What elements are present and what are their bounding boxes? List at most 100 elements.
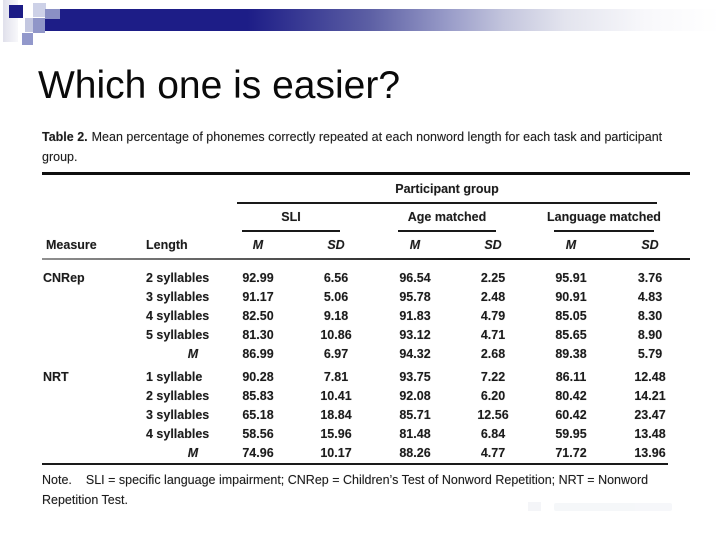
value-cell: 94.32 — [399, 346, 431, 361]
value-cell: 6.56 — [323, 270, 349, 285]
measure-cell: NRT — [43, 369, 69, 384]
value-cell: 6.20 — [480, 388, 506, 403]
value-cell: 2.25 — [480, 270, 506, 285]
watermark-mark — [528, 502, 541, 511]
value-cell: 60.42 — [555, 407, 587, 422]
table-row: 2 syllables 85.83 10.41 92.08 6.20 80.42 14.21 — [42, 386, 690, 405]
deco-square-medium — [33, 18, 45, 33]
table-row: 4 syllables 58.56 15.96 81.48 6.84 59.95 13.48 — [42, 424, 690, 443]
value-cell: 88.26 — [399, 445, 431, 460]
table-note-text: SLI = specific language impairment; CNRe… — [42, 473, 649, 507]
value-cell: 2.68 — [480, 346, 506, 361]
header-bottom-rule — [42, 258, 690, 260]
deco-square-light — [33, 3, 46, 17]
column-header-sd: SD — [327, 238, 345, 252]
column-group-label: Language matched — [547, 210, 661, 224]
watermark — [528, 500, 678, 512]
value-cell: 18.84 — [320, 407, 352, 422]
value-cell: 4.71 — [480, 327, 506, 342]
value-cell: 7.81 — [323, 369, 349, 384]
value-cell: 95.91 — [555, 270, 587, 285]
value-cell: 6.84 — [480, 426, 506, 441]
value-cell: 93.12 — [399, 327, 431, 342]
table-row: CNRep 2 syllables 92.99 6.56 96.54 2.25 95.91 3… — [42, 268, 690, 287]
table-note: Note. SLI = specific language impairment;… — [42, 470, 660, 510]
value-cell: 85.71 — [399, 407, 431, 422]
column-header-row: Measure Length M SD M SD M SD — [42, 238, 690, 252]
table-scan: Table 2. Mean percentage of phonemes corr… — [36, 122, 702, 522]
participant-group-header: Participant group — [395, 182, 499, 196]
column-group-underline — [398, 230, 496, 232]
column-group-spacer — [42, 210, 220, 232]
table-row: 3 syllables 65.18 18.84 85.71 12.56 60.42 23.4… — [42, 405, 690, 424]
length-cell: 2 syllables — [146, 388, 210, 403]
value-cell: 71.72 — [555, 445, 587, 460]
table-row: 3 syllables 91.17 5.06 95.78 2.48 90.91 4.83 — [42, 287, 690, 306]
value-cell: 65.18 — [242, 407, 274, 422]
length-cell: M — [187, 346, 199, 361]
deco-square-lightblue — [25, 18, 33, 32]
value-cell: 5.79 — [637, 346, 663, 361]
deco-square-periwinkle-bottom — [22, 33, 33, 45]
value-cell: 85.83 — [242, 388, 274, 403]
column-header-measure: Measure — [46, 238, 97, 252]
table-row: M 86.99 6.97 94.32 2.68 89.38 5.79 — [42, 344, 690, 363]
table-top-rule — [42, 172, 690, 175]
column-group-age-matched: Age matched — [376, 210, 532, 232]
value-cell: 15.96 — [320, 426, 352, 441]
column-group-label: Age matched — [407, 210, 487, 224]
table-caption: Table 2. Mean percentage of phonemes corr… — [42, 127, 680, 167]
watermark-text-smudge — [554, 503, 672, 511]
value-cell: 12.56 — [477, 407, 509, 422]
value-cell: 80.42 — [555, 388, 587, 403]
measure-cell: CNRep — [43, 270, 85, 285]
value-cell: 10.86 — [320, 327, 352, 342]
column-group-language-matched: Language matched — [532, 210, 690, 232]
deco-gradient-bar — [45, 9, 720, 31]
participant-group-rule — [237, 202, 657, 204]
column-group-row: SLI Age matched Language matched — [42, 210, 690, 232]
table-bottom-rule — [42, 463, 668, 465]
value-cell: 93.75 — [399, 369, 431, 384]
column-header-m: M — [252, 238, 264, 252]
value-cell: 13.48 — [634, 426, 666, 441]
column-group-underline — [554, 230, 654, 232]
value-cell: 13.96 — [634, 445, 666, 460]
column-group-sli: SLI — [220, 210, 376, 232]
table-note-label: Note. — [42, 473, 72, 487]
value-cell: 10.17 — [320, 445, 352, 460]
value-cell: 7.22 — [480, 369, 506, 384]
table-row: 5 syllables 81.30 10.86 93.12 4.71 85.65 8.90 — [42, 325, 690, 344]
value-cell: 82.50 — [242, 308, 274, 323]
deco-square-periwinkle-top — [45, 9, 60, 19]
value-cell: 92.99 — [242, 270, 274, 285]
value-cell: 91.17 — [242, 289, 274, 304]
table-body: CNRep 2 syllables 92.99 6.56 96.54 2.25 95.91 3… — [42, 268, 690, 462]
value-cell: 23.47 — [634, 407, 666, 422]
value-cell: 58.56 — [242, 426, 274, 441]
value-cell: 85.05 — [555, 308, 587, 323]
column-header-sd: SD — [641, 238, 659, 252]
table-caption-text: Mean percentage of phonemes correctly re… — [42, 130, 663, 164]
value-cell: 89.38 — [555, 346, 587, 361]
value-cell: 90.91 — [555, 289, 587, 304]
value-cell: 8.30 — [637, 308, 663, 323]
table-row: M 74.96 10.17 88.26 4.77 71.72 13.96 — [42, 443, 690, 462]
value-cell: 81.30 — [242, 327, 274, 342]
length-cell: M — [187, 445, 199, 460]
value-cell: 86.99 — [242, 346, 274, 361]
length-cell: 5 syllables — [146, 327, 210, 342]
column-header-length: Length — [146, 238, 188, 252]
value-cell: 59.95 — [555, 426, 587, 441]
value-cell: 90.28 — [242, 369, 274, 384]
value-cell: 91.83 — [399, 308, 431, 323]
value-cell: 12.48 — [634, 369, 666, 384]
value-cell: 8.90 — [637, 327, 663, 342]
table-row: NRT 1 syllable 90.28 7.81 93.75 7.22 86.11 12.4… — [42, 367, 690, 386]
value-cell: 92.08 — [399, 388, 431, 403]
value-cell: 10.41 — [320, 388, 352, 403]
value-cell: 81.48 — [399, 426, 431, 441]
table-row: 4 syllables 82.50 9.18 91.83 4.79 85.05 8.30 — [42, 306, 690, 325]
length-cell: 3 syllables — [146, 289, 210, 304]
